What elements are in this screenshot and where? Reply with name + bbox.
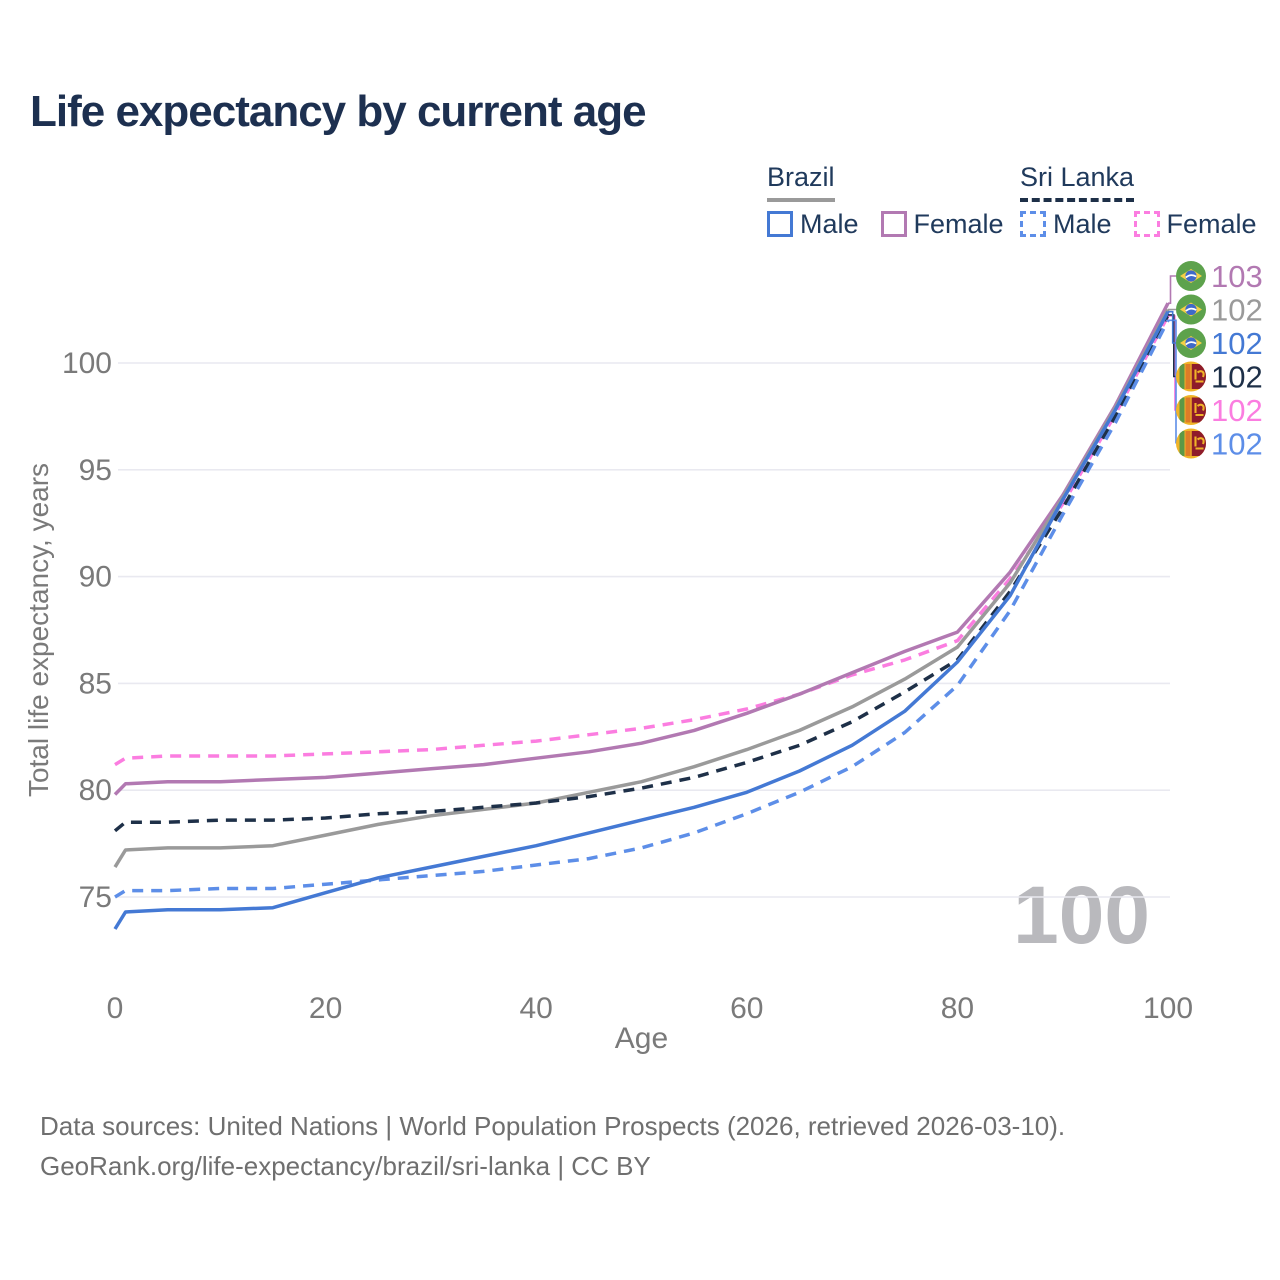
flag-icon-brazil xyxy=(1176,328,1206,358)
y-axis-title: Total life expectancy, years xyxy=(23,463,54,797)
series-line-brazil-male[interactable] xyxy=(113,310,1170,930)
x-tick-label-40: 40 xyxy=(520,992,553,1025)
age-watermark: 100 xyxy=(1013,870,1150,961)
end-value-label-brazil: 102 xyxy=(1211,293,1263,328)
y-tick-label-75: 75 xyxy=(79,881,112,914)
legend-label-brazil-male: Male xyxy=(800,208,859,239)
legend-label-sri-lanka-male: Male xyxy=(1053,208,1112,239)
legend-item-brazil-male[interactable]: Male xyxy=(767,208,859,239)
series-line-sri-lanka-male[interactable] xyxy=(114,319,1170,899)
legend-item-sri-lanka-male[interactable]: Male xyxy=(1020,208,1112,239)
end-value-label-brazil-female: 103 xyxy=(1211,259,1263,294)
series-line-sri-lanka[interactable] xyxy=(113,314,1170,833)
flag-icon-sri-lanka xyxy=(1176,395,1206,425)
x-tick-label-0: 0 xyxy=(107,992,124,1025)
y-tick-label-100: 100 xyxy=(62,347,112,380)
series-line-brazil-female[interactable] xyxy=(113,302,1170,796)
legend-item-sri-lanka-female[interactable]: Female xyxy=(1133,208,1257,239)
end-value-label-sri-lanka-male: 102 xyxy=(1211,427,1263,462)
sri-lanka-male-swatch-icon xyxy=(1020,211,1046,238)
x-tick-label-20: 20 xyxy=(309,992,342,1025)
leader-line-sri-lanka-male xyxy=(1168,319,1177,444)
x-tick-label-60: 60 xyxy=(730,992,763,1025)
brazil-female-swatch-icon xyxy=(880,211,907,238)
flag-icon-brazil xyxy=(1176,261,1206,291)
leader-line-brazil-male xyxy=(1168,310,1176,344)
x-axis-title: Age xyxy=(615,1022,668,1055)
legend-label-sri-lanka-female: Female xyxy=(1166,208,1257,239)
legend-row-sri-lanka: Male Female xyxy=(1020,208,1279,239)
legend-row-brazil: Male Female xyxy=(767,208,1026,239)
footer: Data sources: United Nations | World Pop… xyxy=(40,1106,1065,1187)
footer-data-sources: Data sources: United Nations | World Pop… xyxy=(40,1111,1066,1141)
footer-attribution: GeoRank.org/life-expectancy/brazil/sri-l… xyxy=(40,1151,651,1182)
legend-label-brazil-female: Female xyxy=(913,208,1004,239)
brazil-male-swatch-icon xyxy=(767,211,793,238)
end-value-label-sri-lanka-female: 102 xyxy=(1211,393,1263,428)
legend-item-brazil-female[interactable]: Female xyxy=(880,208,1004,239)
legend-country-sri-lanka: Sri Lanka xyxy=(1020,162,1135,202)
flag-icon-brazil xyxy=(1176,294,1206,325)
y-tick-label-80: 80 xyxy=(79,774,112,807)
x-tick-label-80: 80 xyxy=(941,992,974,1025)
legend-group-brazil: Brazil Male Female xyxy=(767,162,1026,239)
legend: Brazil Male Female Sri Lanka Male xyxy=(0,162,1280,243)
legend-country-brazil: Brazil xyxy=(767,162,835,202)
leader-line-sri-lanka xyxy=(1168,314,1176,378)
flag-icon-sri-lanka xyxy=(1176,361,1206,392)
legend-group-sri-lanka: Sri Lanka Male Female xyxy=(1020,162,1279,239)
y-tick-label-95: 95 xyxy=(79,454,112,487)
series-line-brazil[interactable] xyxy=(113,308,1170,869)
y-tick-label-90: 90 xyxy=(79,561,112,594)
flag-icon-sri-lanka xyxy=(1176,428,1206,459)
chart-title: Life expectancy by current age xyxy=(30,87,647,136)
end-value-label-sri-lanka: 102 xyxy=(1211,360,1263,395)
series-line-sri-lanka-female[interactable] xyxy=(114,315,1170,767)
end-value-label-brazil-male: 102 xyxy=(1211,326,1263,361)
sri-lanka-female-swatch-icon xyxy=(1133,211,1160,238)
leader-line-brazil-female xyxy=(1168,275,1176,304)
x-tick-label-100: 100 xyxy=(1143,992,1193,1025)
y-tick-label-85: 85 xyxy=(79,667,112,700)
